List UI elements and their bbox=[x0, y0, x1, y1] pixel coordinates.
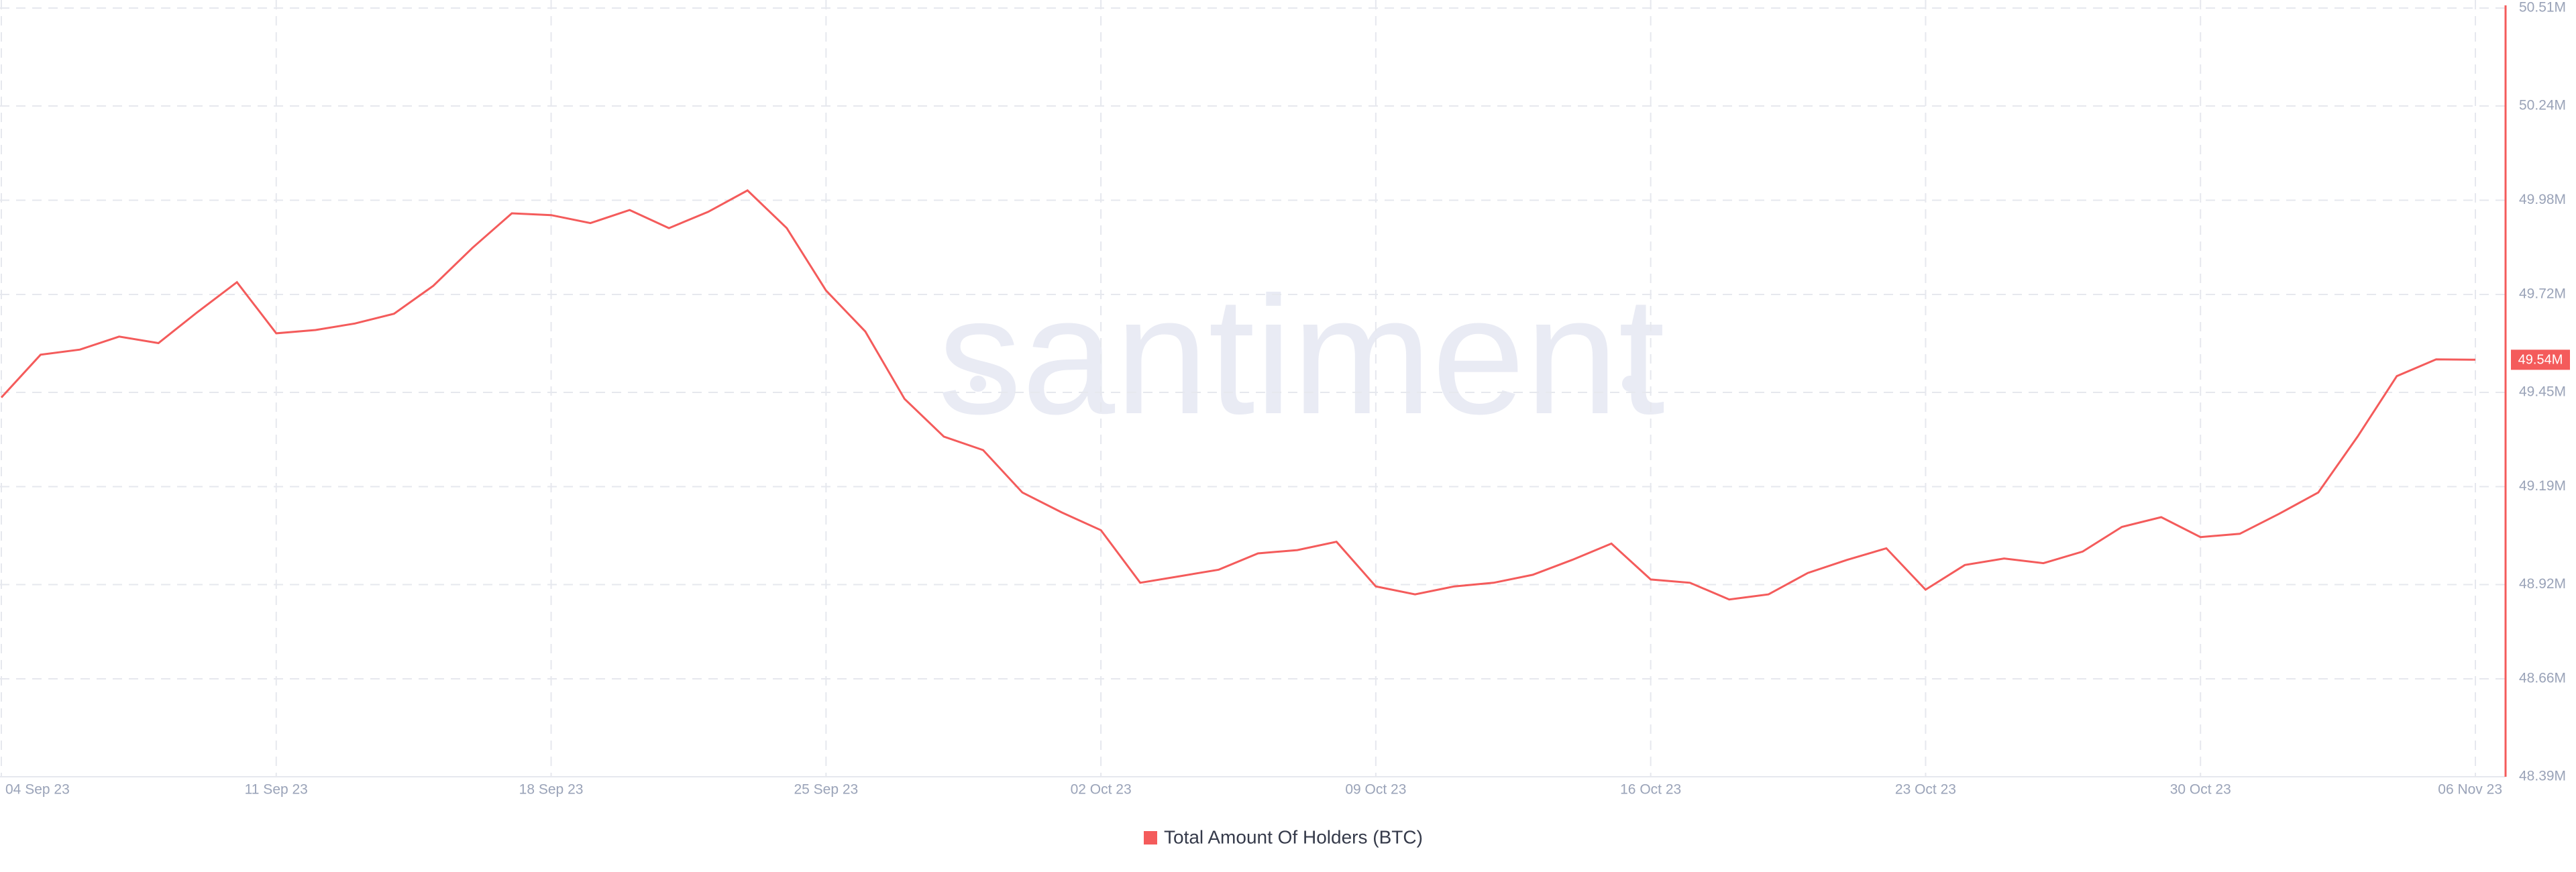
watermark-dot bbox=[970, 376, 986, 392]
x-tick-label: 06 Nov 23 bbox=[2438, 782, 2502, 798]
y-tick-label: 49.45M bbox=[2519, 384, 2566, 400]
x-tick-label: 04 Sep 23 bbox=[5, 782, 70, 798]
watermark: santiment bbox=[938, 262, 1665, 449]
legend-swatch bbox=[1144, 831, 1157, 844]
y-tick-label: 48.92M bbox=[2519, 576, 2566, 592]
x-tick-label: 18 Sep 23 bbox=[519, 782, 584, 798]
x-tick-label: 25 Sep 23 bbox=[794, 782, 858, 798]
y-tick-label: 50.24M bbox=[2519, 97, 2566, 113]
x-tick-label: 09 Oct 23 bbox=[1345, 782, 1406, 798]
legend-label: Total Amount Of Holders (BTC) bbox=[1164, 826, 1423, 847]
line bbox=[0, 189, 2476, 601]
last-value-badge bbox=[2511, 349, 2570, 370]
last-value-label: 49.54M bbox=[2518, 353, 2563, 368]
x-tick-label: 23 Oct 23 bbox=[1895, 782, 1956, 798]
x-tick-label: 16 Oct 23 bbox=[1620, 782, 1681, 798]
x-tick-label: 02 Oct 23 bbox=[1071, 782, 1132, 798]
y-tick-label: 49.98M bbox=[2519, 192, 2566, 207]
watermark-dot bbox=[1622, 376, 1638, 392]
y-tick-label: 49.72M bbox=[2519, 286, 2566, 302]
y-tick-label: 48.66M bbox=[2519, 671, 2566, 686]
y-tick-label: 50.51M bbox=[2519, 0, 2566, 15]
y-tick-label: 48.39M bbox=[2519, 769, 2566, 784]
y-tick-label: 49.19M bbox=[2519, 478, 2566, 494]
x-tick-label: 30 Oct 23 bbox=[2170, 782, 2231, 798]
x-tick-label: 11 Sep 23 bbox=[245, 782, 308, 798]
